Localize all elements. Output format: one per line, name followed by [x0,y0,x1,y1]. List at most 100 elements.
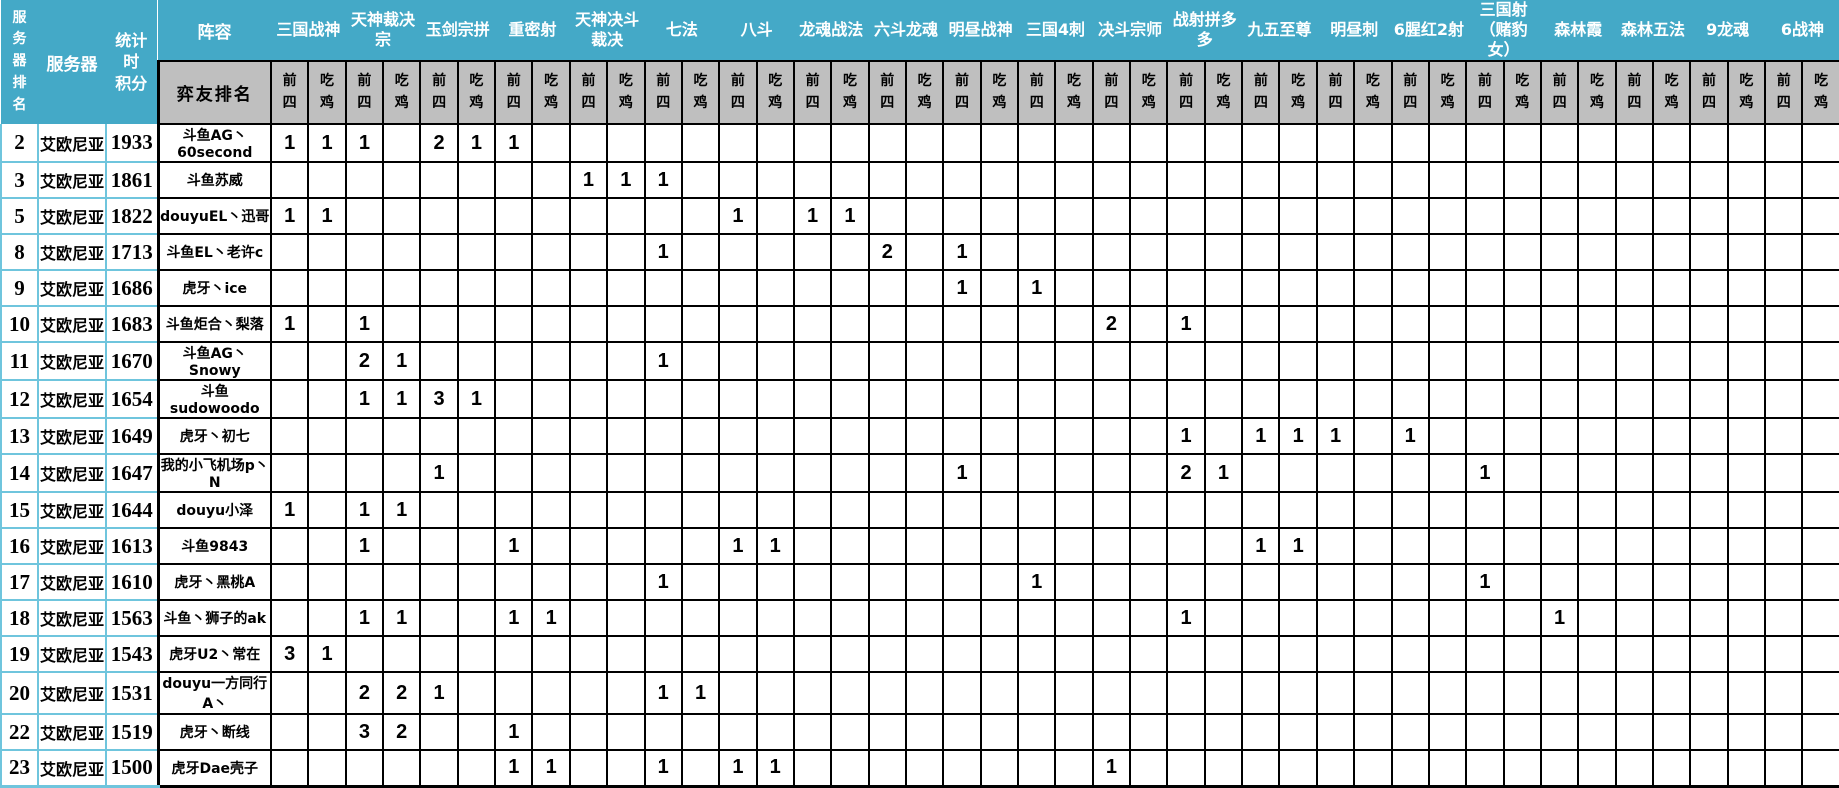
count-cell [456,671,497,715]
count-cell [718,671,758,715]
chicken-subheader: 吃 鸡 [382,60,422,125]
lineup-group-header: 八斗 [719,0,794,61]
server-cell: 艾欧尼亚 [38,306,107,343]
count-cell [1017,671,1057,715]
count-cell [830,491,870,529]
count-cell [755,713,795,751]
count-cell: 1 [494,713,534,751]
count-cell [718,305,758,343]
count-cell [1539,417,1580,455]
count-cell [1577,527,1617,565]
count-cell [382,749,422,788]
count-cell [1651,527,1692,565]
player-row: 13 艾欧尼亚 1649 虎牙丶初七 1 1 1 1 1 [0,417,1839,455]
count-cell [830,341,870,381]
count-cell [1689,599,1729,637]
count-cell [1017,635,1057,673]
count-cell: 1 [344,599,385,637]
count-cell [1764,491,1804,529]
count-cell [382,123,422,163]
count-cell [1203,269,1244,307]
count-cell [1502,161,1542,199]
count-cell [1390,749,1430,788]
top4-subheader: 前 四 [269,60,310,125]
count-cell [531,379,571,419]
count-cell [269,161,310,199]
count-cell [979,341,1020,381]
count-cell [792,453,833,493]
count-cell [1203,635,1244,673]
count-cell [1689,233,1729,271]
count-cell: 1 [1017,563,1057,601]
count-cell [1689,563,1729,601]
count-cell [1651,453,1692,493]
lineup-group-header: 龙魂战法 [793,0,869,61]
top4-subheader: 前 四 [1390,60,1430,125]
count-cell [680,379,721,419]
count-cell [1801,197,1839,235]
count-cell [792,341,833,381]
count-cell [1764,123,1804,163]
player-row: 23 艾欧尼亚 1500 虎牙Dae壳子 1 1 1 1 1 1 [0,749,1839,788]
count-cell [904,197,945,235]
count-cell: 1 [494,123,534,163]
count-cell: 1 [456,123,497,163]
count-cell [942,197,982,235]
count-cell [830,453,870,493]
count-cell [1689,269,1729,307]
count-cell [1614,233,1654,271]
count-cell [419,197,459,235]
count-cell [1129,599,1169,637]
count-cell [1764,269,1804,307]
count-cell [1315,123,1356,163]
count-cell [904,233,945,271]
count-cell [1614,269,1654,307]
count-cell [830,417,870,455]
count-cell [680,713,721,751]
count-cell [456,635,497,673]
player-name-cell: 斗鱼苏威 [156,161,272,199]
count-cell [830,599,870,637]
count-cell: 2 [419,123,459,163]
count-cell [1129,635,1169,673]
player-name-cell: 虎牙Dae壳子 [156,749,272,788]
count-cell [1091,123,1132,163]
count-cell [1166,197,1206,235]
count-cell: 1 [419,453,459,493]
server-cell: 艾欧尼亚 [38,714,107,751]
count-cell [568,417,609,455]
server-rank-column-header: 服 务 器 排 名 [1,0,38,124]
count-cell [344,635,385,673]
count-cell [1502,305,1542,343]
count-cell [1091,341,1132,381]
count-cell [680,417,721,455]
count-cell [1726,491,1767,529]
count-cell [1614,341,1654,381]
count-cell [718,599,758,637]
count-cell [904,417,945,455]
chicken-subheader: 吃 鸡 [1129,60,1169,125]
count-cell [1129,341,1169,381]
server-rank-cell: 23 [0,750,39,788]
count-cell [904,599,945,637]
count-cell [942,563,982,601]
count-cell [531,635,571,673]
server-cell: 艾欧尼亚 [38,162,107,199]
count-cell [307,269,347,307]
count-cell [1577,233,1617,271]
count-cell [1427,563,1468,601]
count-cell [1726,197,1767,235]
count-cell [792,123,833,163]
count-cell [1390,233,1430,271]
count-cell [1129,305,1169,343]
count-cell: 1 [382,599,422,637]
count-cell [419,599,459,637]
count-cell [1278,563,1318,601]
count-cell [1315,233,1356,271]
count-cell [867,379,907,419]
count-cell [344,749,385,788]
server-cell: 艾欧尼亚 [38,124,107,163]
count-cell: 1 [344,527,385,565]
count-cell [531,671,571,715]
count-cell [1614,417,1654,455]
